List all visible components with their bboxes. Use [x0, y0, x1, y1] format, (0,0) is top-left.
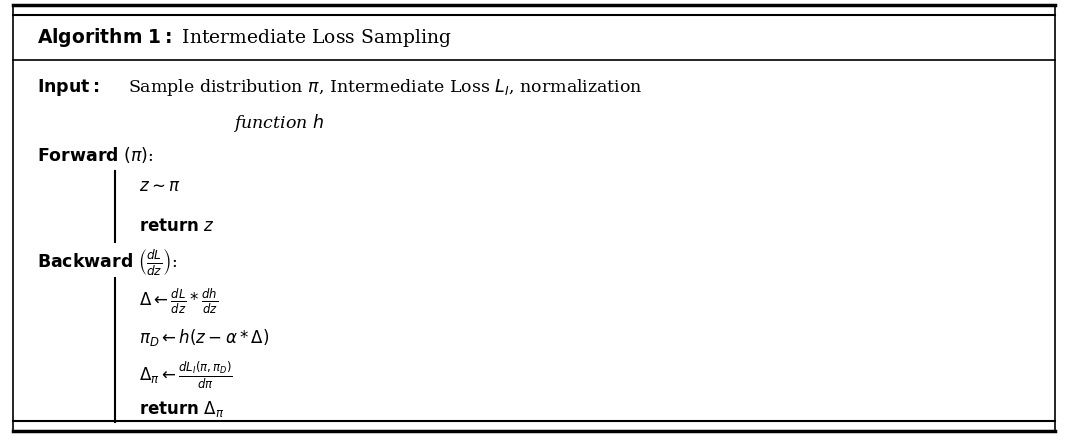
Text: Sample distribution $\pi$, Intermediate Loss $L_I$, normalization: Sample distribution $\pi$, Intermediate … — [128, 77, 643, 98]
Text: $\mathbf{Forward}$ $(\pi)$:: $\mathbf{Forward}$ $(\pi)$: — [37, 145, 154, 165]
Text: $\mathbf{Algorithm\ 1:}$ Intermediate Loss Sampling: $\mathbf{Algorithm\ 1:}$ Intermediate Lo… — [37, 26, 452, 49]
Text: $\pi_D \leftarrow h\left(z - \alpha * \Delta\right)$: $\pi_D \leftarrow h\left(z - \alpha * \D… — [139, 327, 269, 348]
FancyBboxPatch shape — [13, 5, 1055, 431]
Text: function $h$: function $h$ — [233, 112, 324, 134]
Text: $\Delta \leftarrow \frac{dL}{dz} * \frac{dh}{dz}$: $\Delta \leftarrow \frac{dL}{dz} * \frac… — [139, 287, 218, 316]
Text: $\Delta_\pi \leftarrow \frac{dL_I(\pi, \pi_D)}{d\pi}$: $\Delta_\pi \leftarrow \frac{dL_I(\pi, \… — [139, 359, 233, 391]
Text: $\mathbf{return}\ z$: $\mathbf{return}\ z$ — [139, 218, 215, 235]
Text: $\mathbf{Input:}$: $\mathbf{Input:}$ — [37, 77, 99, 98]
Text: $z \sim \pi$: $z \sim \pi$ — [139, 178, 180, 194]
Text: $\mathbf{return}\ \Delta_\pi$: $\mathbf{return}\ \Delta_\pi$ — [139, 399, 224, 419]
Text: $\mathbf{Backward}$ $\left(\frac{dL}{dz}\right)$:: $\mathbf{Backward}$ $\left(\frac{dL}{dz}… — [37, 247, 177, 276]
